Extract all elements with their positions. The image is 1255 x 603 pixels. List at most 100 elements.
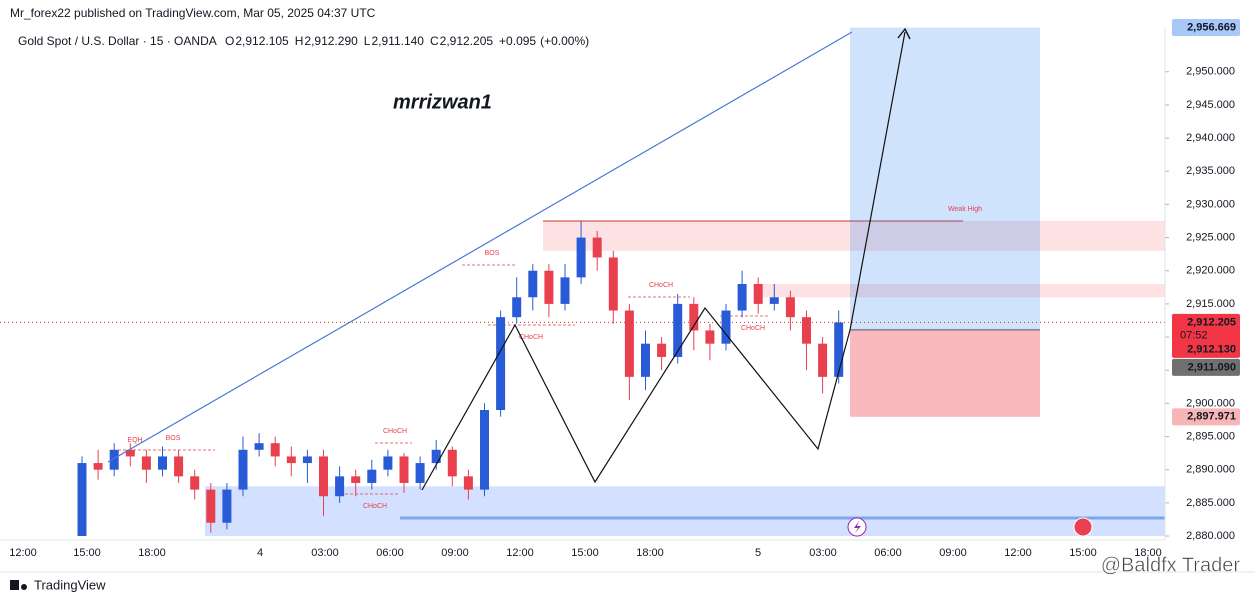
news-icon[interactable] <box>1073 517 1093 537</box>
candle-body <box>576 237 586 278</box>
x-tick-label: 18:00 <box>138 547 166 559</box>
zone <box>760 284 1165 298</box>
price-label-bg <box>1172 340 1240 358</box>
x-tick-label: 12:00 <box>506 547 534 559</box>
candle-body <box>608 257 618 311</box>
target-box <box>850 27 1040 330</box>
x-tick-label: 12:00 <box>1004 547 1032 559</box>
price-label: 2,911.090 <box>1188 361 1236 373</box>
price-label-bg <box>1172 408 1240 426</box>
price-label-bg <box>1172 313 1240 344</box>
readout-value: 2,911.140 <box>371 34 424 48</box>
candle-body <box>174 456 184 477</box>
candle-body <box>190 476 200 490</box>
zone <box>543 220 1165 251</box>
candle-body <box>415 463 425 483</box>
annotation: CHoCH <box>519 334 543 341</box>
x-tick-label: 09:00 <box>939 547 967 559</box>
candle-body <box>335 476 345 497</box>
candle-body <box>93 463 103 470</box>
trend-line <box>107 31 853 463</box>
candle-body <box>512 297 522 318</box>
annotation: CHoCH <box>363 503 387 510</box>
readout-key: C <box>430 34 439 48</box>
y-tick-label: 2,945.000 <box>1186 99 1235 111</box>
annotation: CHoCH <box>649 282 673 289</box>
x-tick-label: 06:00 <box>874 547 902 559</box>
annotation: CHoCH <box>741 325 765 332</box>
x-tick-label: 18:00 <box>1134 547 1162 559</box>
annotation: CHoCH <box>383 428 407 435</box>
y-tick-label: 2,950.000 <box>1186 66 1235 78</box>
candle-body <box>431 449 441 464</box>
candle-body <box>141 456 151 470</box>
candle-body <box>77 463 87 537</box>
candle-body <box>383 456 393 470</box>
footer-brand: TradingView <box>34 577 106 592</box>
candle-body <box>447 449 457 477</box>
candle-body <box>592 237 602 258</box>
y-tick-label: 2,930.000 <box>1186 198 1235 210</box>
x-tick-label: 03:00 <box>809 547 837 559</box>
candle-body <box>319 456 328 497</box>
readout-key: O <box>225 34 234 48</box>
candle-body <box>544 270 554 304</box>
candle-body <box>222 489 232 523</box>
candle-body <box>641 343 650 377</box>
x-tick-label: 15:00 <box>73 547 101 559</box>
zone <box>205 486 1165 537</box>
readout-value: 2,912.205 <box>440 34 494 48</box>
tv-logo-dot <box>21 584 27 590</box>
x-tick-label: 06:00 <box>376 547 404 559</box>
y-tick-label: 2,925.000 <box>1186 231 1235 243</box>
y-tick-label: 2,935.000 <box>1186 165 1235 177</box>
y-tick-label: 2,920.000 <box>1186 265 1235 277</box>
candle-body <box>158 456 167 470</box>
change: +0.095 <box>499 34 536 48</box>
candle-body <box>125 449 135 457</box>
candle-body <box>818 343 828 377</box>
x-tick-label: 12:00 <box>9 547 37 559</box>
candle-body <box>286 456 296 464</box>
candle-body <box>705 330 715 344</box>
readout-value: 2,912.290 <box>304 34 358 48</box>
candle-body <box>834 322 844 377</box>
candle-body <box>270 443 280 457</box>
y-tick-label: 2,900.000 <box>1186 397 1235 409</box>
readout-value: 2,912.105 <box>235 34 289 48</box>
candle-body <box>367 469 377 483</box>
candle-body <box>769 297 779 304</box>
candle-body <box>109 449 119 470</box>
y-tick-label: 2,890.000 <box>1186 464 1235 476</box>
price-label: 2,912.130 <box>1187 343 1236 355</box>
candle-body <box>673 303 683 357</box>
price-label-bg <box>1172 358 1240 376</box>
candle-body <box>528 270 538 298</box>
candle-body <box>753 284 763 304</box>
readout-key: L <box>364 34 371 48</box>
change-pct: (+0.00%) <box>540 34 589 48</box>
x-tick-label: 15:00 <box>571 547 599 559</box>
footer-watermark: @Baldfx Trader <box>1101 554 1241 576</box>
candle-body <box>480 410 489 490</box>
price-label: 2,956.669 <box>1187 21 1236 33</box>
x-tick-label: 18:00 <box>636 547 664 559</box>
annotation: BOS <box>166 435 181 442</box>
y-tick-label: 2,915.000 <box>1186 298 1235 310</box>
annotation: EQH <box>127 437 142 444</box>
candle-body <box>206 489 216 523</box>
annotation: Weak High <box>948 206 982 213</box>
candle-body <box>302 456 312 464</box>
x-tick-label: 5 <box>755 547 761 559</box>
price-label-bg <box>1172 19 1240 37</box>
symbol-title: Gold Spot / U.S. Dollar · 15 · OANDA <box>18 34 217 48</box>
candle-body <box>254 443 264 450</box>
candle-body <box>399 456 409 483</box>
annotation: BOS <box>485 250 500 257</box>
candle-body <box>463 476 473 490</box>
candle-body <box>238 449 248 490</box>
candle-body <box>785 297 795 318</box>
